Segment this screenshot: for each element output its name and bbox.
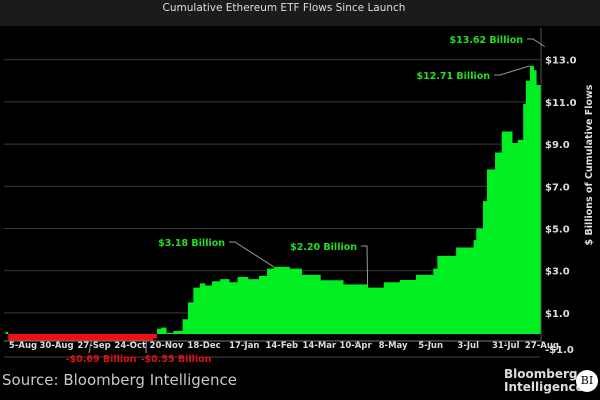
y-tick-label: $9.0 [545, 140, 570, 151]
x-tick-label: 3-Jul [457, 341, 479, 351]
annotation-leader [527, 38, 545, 48]
x-tick-label: 14-Mar [302, 341, 337, 351]
y-tick-label: $3.0 [545, 267, 570, 278]
x-tick-label: 30-Aug [39, 341, 73, 351]
annotation-label: -$0.69 Billion [66, 354, 137, 365]
chart-title: Cumulative Ethereum ETF Flows Since Laun… [162, 2, 406, 14]
x-tick-label: 5-Jun [418, 341, 443, 351]
bloomberg-intelligence-logo: Bloomberg Intelligence [504, 367, 584, 394]
x-tick-label: 31-Jul [492, 341, 520, 351]
annotation-leader [88, 340, 92, 354]
title-bar: Cumulative Ethereum ETF Flows Since Laun… [0, 0, 600, 26]
x-tick-label: 10-Apr [339, 341, 372, 351]
x-tick-label: 18-Dec [187, 341, 220, 351]
bi-logo-icon: BI [576, 370, 598, 392]
annotation-label: $13.62 Billion [449, 35, 523, 46]
source-note: Source: Bloomberg Intelligence [2, 371, 237, 389]
y-tick-label: $7.0 [545, 182, 570, 193]
y-tick-label: $1.0 [545, 309, 570, 320]
x-tick-label: 17-Jan [229, 341, 259, 351]
x-tick-label: 8-May [379, 341, 408, 351]
x-tick-label: 27-Sep [77, 341, 110, 351]
x-tick-label: 5-Aug [9, 341, 37, 351]
annotation-leader [361, 245, 369, 288]
x-tick-label: 14-Feb [265, 341, 298, 351]
y-tick-label: -$1.0 [545, 345, 574, 356]
annotation-leader [229, 241, 275, 268]
annotation-label: $3.18 Billion [158, 238, 225, 249]
annotation-label: $2.20 Billion [290, 242, 357, 253]
annotation-label: -$0.55 Billion [141, 354, 212, 365]
y-tick-label: $13.0 [545, 56, 577, 67]
x-tick-label: 27-Aug [525, 341, 559, 351]
annotation-leader [494, 65, 531, 76]
annotation-label: $12.71 Billion [416, 71, 490, 82]
y-tick-label: $5.0 [545, 225, 570, 236]
positive-flow-area [5, 46, 541, 334]
y-tick-label: $11.0 [545, 98, 577, 109]
y-axis-title: $ Billions of Cumulative Flows [584, 84, 595, 245]
x-tick-label: 24-Oct [114, 341, 146, 351]
negative-flow-area [5, 334, 541, 341]
x-tick-label: 20-Nov [150, 341, 184, 351]
